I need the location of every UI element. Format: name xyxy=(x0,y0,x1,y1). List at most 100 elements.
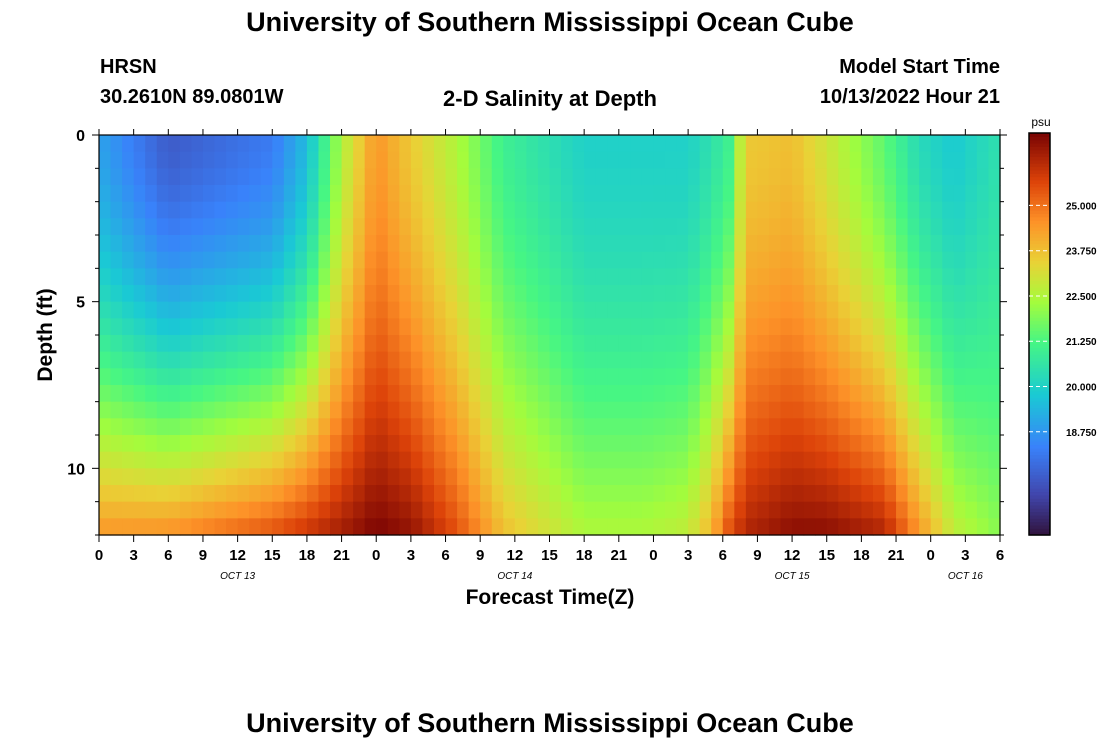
heatmap-cell xyxy=(133,501,146,519)
heatmap-cell xyxy=(953,235,966,253)
heatmap-cell xyxy=(757,251,770,269)
heatmap-cell xyxy=(364,335,377,353)
heatmap-cell xyxy=(353,135,366,153)
heatmap-cell xyxy=(168,268,181,286)
heatmap-cell xyxy=(653,268,666,286)
colorbar-segment xyxy=(1029,337,1050,342)
heatmap-cell xyxy=(353,251,366,269)
heatmap-cell xyxy=(410,518,424,536)
heatmap-cell xyxy=(861,385,874,403)
heatmap-cell xyxy=(630,235,643,253)
colorbar-segment xyxy=(1029,240,1050,245)
heatmap-cell xyxy=(306,451,320,469)
heatmap-cell xyxy=(768,385,782,403)
heatmap-cell xyxy=(537,201,551,219)
heatmap-cell xyxy=(122,235,135,253)
heatmap-cell xyxy=(318,468,331,486)
heatmap-cell xyxy=(803,435,816,453)
heatmap-cell xyxy=(168,518,181,536)
heatmap-cell xyxy=(872,251,886,269)
heatmap-cell xyxy=(330,385,343,403)
heatmap-cell xyxy=(272,301,285,319)
heatmap-cell xyxy=(202,218,216,236)
heatmap-cell xyxy=(618,501,631,519)
heatmap-cell xyxy=(214,351,227,369)
heatmap-cell xyxy=(965,451,978,469)
heatmap-cell xyxy=(537,251,551,269)
colorbar-segment xyxy=(1029,280,1050,285)
heatmap-cell xyxy=(595,501,608,519)
heatmap-cell xyxy=(711,451,724,469)
heatmap-cell xyxy=(722,285,735,303)
heatmap-cell xyxy=(549,435,562,453)
heatmap-cell xyxy=(699,185,712,203)
heatmap-cell xyxy=(295,385,308,403)
heatmap-cell xyxy=(260,435,273,453)
heatmap-cell xyxy=(387,418,400,436)
heatmap-cell xyxy=(988,268,1001,286)
heatmap-cell xyxy=(768,401,782,419)
heatmap-cell xyxy=(618,385,631,403)
heatmap-cell xyxy=(942,301,955,319)
chart-axes: 0 3 6 9 12 15 18 21 0 3 6 9 12 15 18 21 0 3 6 9 12 15 18 21 0 3 6O… xyxy=(67,128,1007,582)
heatmap-cell xyxy=(145,401,158,419)
heatmap-cell xyxy=(572,385,585,403)
heatmap-cell xyxy=(653,168,666,186)
heatmap-cell xyxy=(572,418,585,436)
heatmap-cell xyxy=(457,251,470,269)
heatmap-cell xyxy=(780,218,793,236)
heatmap-cell xyxy=(907,235,920,253)
heatmap-cell xyxy=(988,401,1001,419)
colorbar-segment xyxy=(1029,387,1050,392)
heatmap-cell xyxy=(480,151,493,169)
heatmap-cell xyxy=(457,301,470,319)
heatmap-cell xyxy=(156,518,169,536)
heatmap-cell xyxy=(711,401,724,419)
heatmap-cell xyxy=(688,251,701,269)
heatmap-cell xyxy=(919,201,932,219)
colorbar-segment xyxy=(1029,334,1050,338)
heatmap-cell xyxy=(237,168,250,186)
heatmap-cell xyxy=(849,518,862,536)
heatmap-cell xyxy=(99,485,112,503)
heatmap-cell xyxy=(145,201,158,219)
heatmap-cell xyxy=(445,485,458,503)
heatmap-cell xyxy=(965,335,978,353)
heatmap-cell xyxy=(537,451,551,469)
heatmap-cell xyxy=(306,135,320,153)
colorbar-segment xyxy=(1029,300,1050,305)
heatmap-cell xyxy=(884,235,897,253)
heatmap-cell xyxy=(537,168,551,186)
heatmap-cell xyxy=(618,401,631,419)
heatmap-cell xyxy=(410,351,424,369)
colorbar-segment xyxy=(1029,491,1050,496)
heatmap-cell xyxy=(410,185,424,203)
heatmap-cell xyxy=(734,485,747,503)
heatmap-cell xyxy=(815,418,828,436)
heatmap-cell xyxy=(480,201,493,219)
heatmap-cell xyxy=(711,335,724,353)
heatmap-cell xyxy=(514,335,527,353)
heatmap-cell xyxy=(468,368,481,386)
heatmap-cell xyxy=(976,301,990,319)
heatmap-cell xyxy=(526,335,539,353)
heatmap-cell xyxy=(907,485,920,503)
heatmap-cell xyxy=(110,351,123,369)
heatmap-cell xyxy=(872,335,886,353)
heatmap-cell xyxy=(722,418,735,436)
colorbar-segment xyxy=(1029,498,1050,503)
heatmap-cell xyxy=(630,318,643,336)
heatmap-cell xyxy=(641,251,655,269)
heatmap-cell xyxy=(179,468,193,486)
heatmap-cell xyxy=(249,518,262,536)
heatmap-cell xyxy=(491,418,504,436)
heatmap-cell xyxy=(433,418,447,436)
heatmap-cell xyxy=(364,518,377,536)
heatmap-cell xyxy=(387,435,400,453)
heatmap-cell xyxy=(815,468,828,486)
heatmap-cell xyxy=(330,185,343,203)
heatmap-cell xyxy=(792,435,805,453)
heatmap-cell xyxy=(445,351,458,369)
heatmap-cell xyxy=(364,135,377,153)
